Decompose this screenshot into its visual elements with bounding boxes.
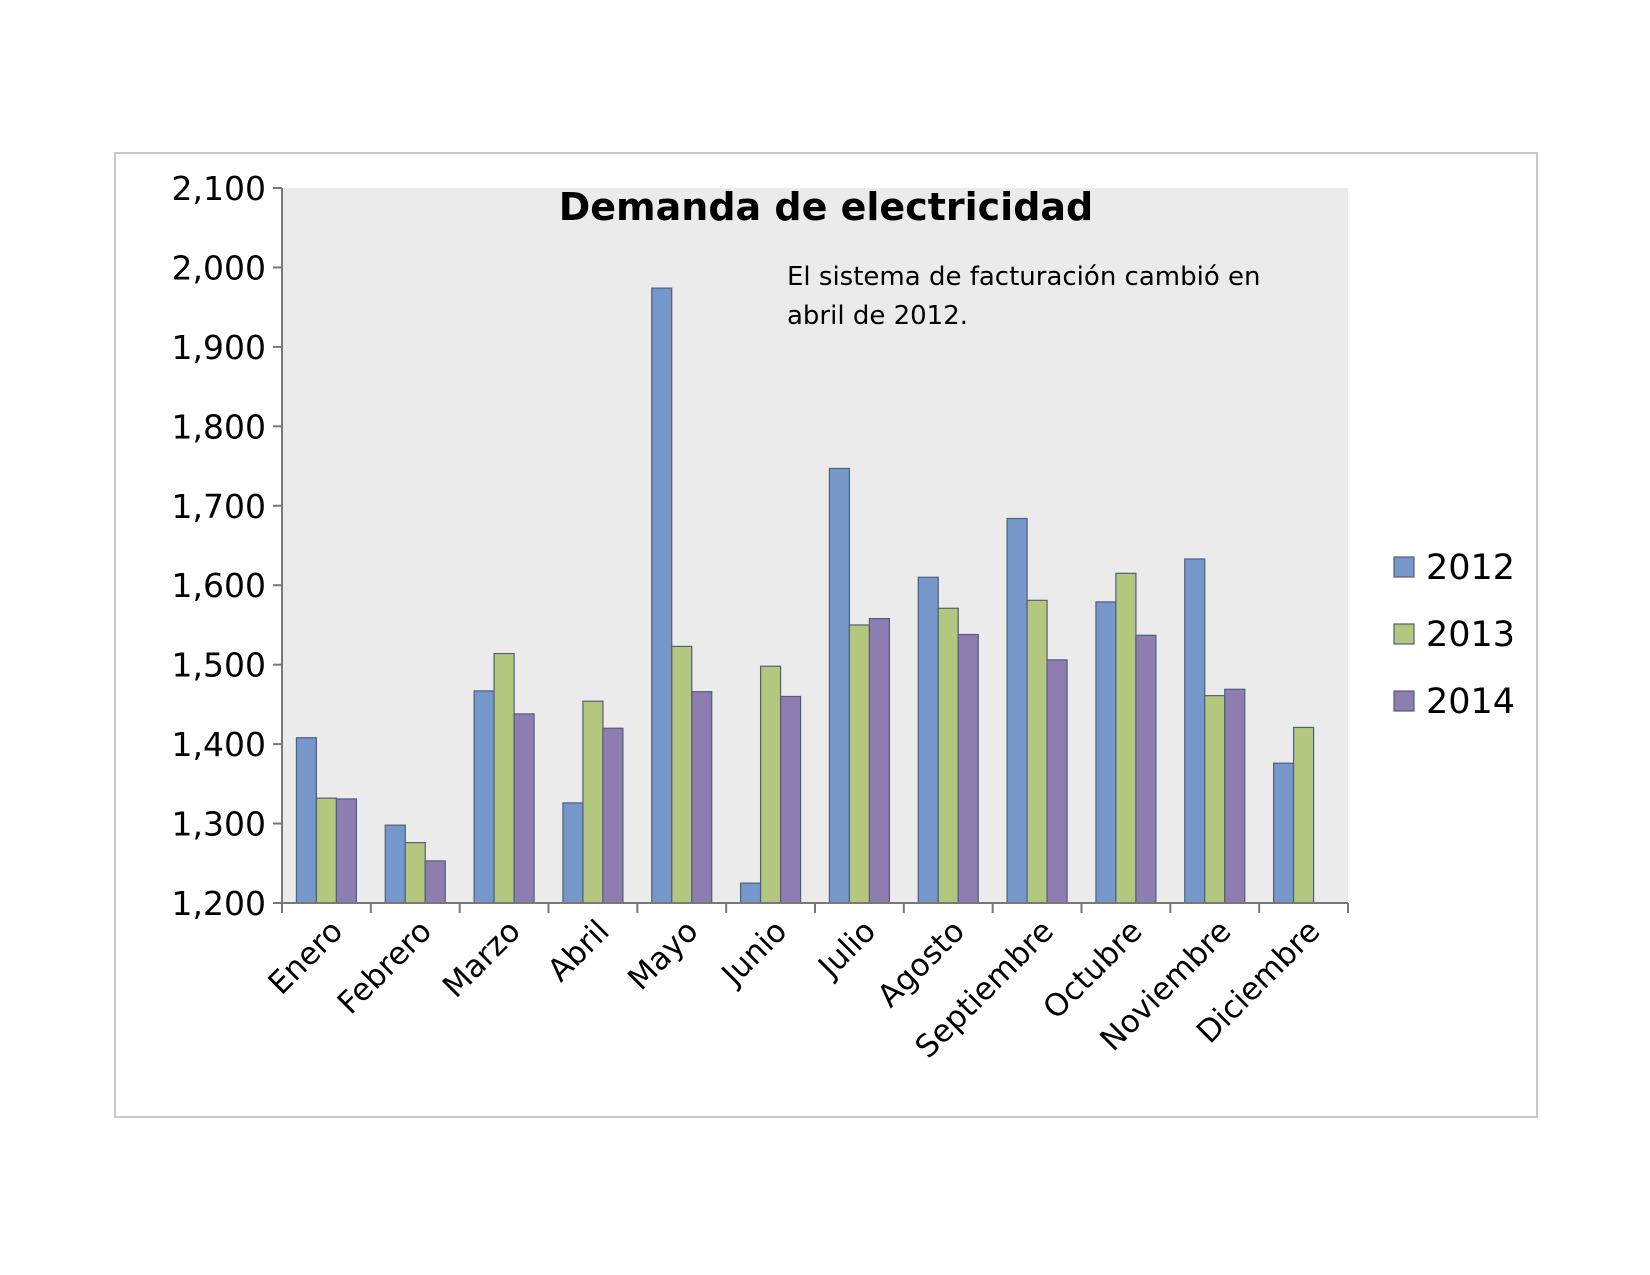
bar-2013-octubre (1115, 572, 1137, 904)
annotation-line-1: El sistema de facturación cambió en (787, 262, 1260, 292)
y-tick-label: 1,200 (172, 884, 266, 923)
bar-2014-febrero (424, 860, 446, 904)
bar-2013-septiembre (1026, 599, 1048, 904)
y-tick-label: 2,100 (172, 169, 266, 208)
bar-2012-octubre (1095, 601, 1117, 904)
bar-2013-julio (848, 624, 871, 904)
bar-2014-septiembre (1046, 659, 1068, 904)
y-tick-label: 1,500 (172, 646, 266, 685)
bar-2014-octubre (1135, 634, 1157, 904)
bar-2012-diciembre (1272, 762, 1295, 904)
bar-2012-agosto (917, 576, 939, 904)
bar-2014-junio (779, 695, 802, 904)
legend-swatch-2013 (1393, 623, 1415, 645)
bar-2013-enero (315, 797, 338, 904)
y-tick-label: 1,900 (172, 328, 266, 367)
bar-2013-noviembre (1204, 695, 1226, 904)
bar-2013-diciembre (1292, 726, 1315, 904)
x-tick-label-marzo: Marzo (436, 913, 528, 1005)
annotation-line-2: abril de 2012. (787, 301, 968, 331)
bar-2012-junio (739, 882, 762, 904)
legend-label-2012: 2012 (1426, 548, 1515, 588)
x-tick-label-abril: Abril (541, 913, 617, 989)
legend-label-2013: 2013 (1426, 615, 1515, 655)
bar-2014-noviembre (1224, 688, 1246, 904)
bar-2013-mayo (671, 645, 693, 904)
bar-2012-marzo (473, 690, 495, 904)
bar-2013-febrero (404, 842, 426, 904)
legend-label-2014: 2014 (1426, 682, 1515, 722)
bar-2014-agosto (957, 633, 979, 904)
x-tick-label-mayo: Mayo (621, 913, 705, 997)
y-tick-label: 1,300 (172, 805, 266, 844)
bar-2012-mayo (651, 287, 673, 904)
bar-2014-enero (335, 798, 358, 904)
y-tick-label: 2,000 (172, 248, 266, 287)
bar-2014-mayo (691, 691, 713, 904)
y-tick-label: 1,800 (172, 407, 266, 446)
y-tick-label: 1,700 (172, 487, 266, 526)
bar-2012-noviembre (1184, 558, 1206, 904)
chart-title: Demanda de electricidad (559, 185, 1094, 229)
bar-2012-abril (562, 802, 584, 904)
bar-2013-marzo (493, 652, 515, 904)
bar-2013-junio (759, 665, 782, 904)
bar-2014-marzo (513, 713, 535, 904)
bar-2013-agosto (937, 607, 959, 904)
bar-2012-febrero (384, 824, 406, 904)
bar-2012-septiembre (1006, 517, 1028, 904)
legend: 2012 2013 2014 (1393, 548, 1515, 722)
x-tick-label-julio: Julio (810, 913, 883, 986)
x-tick-label-junio: Junio (714, 913, 795, 994)
bar-2012-enero (295, 737, 318, 904)
bars-layer (295, 287, 1315, 904)
bar-2014-abril (602, 727, 624, 904)
y-tick-label: 1,400 (172, 725, 266, 764)
x-tick-label-febrero: Febrero (331, 913, 439, 1021)
y-tick-label: 1,600 (172, 566, 266, 605)
plot-area (282, 188, 1348, 903)
legend-swatch-2012 (1393, 556, 1415, 578)
bar-2014-julio (868, 617, 891, 904)
bar-2012-julio (828, 467, 851, 904)
bar-2013-abril (582, 700, 604, 904)
legend-swatch-2014 (1393, 690, 1415, 712)
